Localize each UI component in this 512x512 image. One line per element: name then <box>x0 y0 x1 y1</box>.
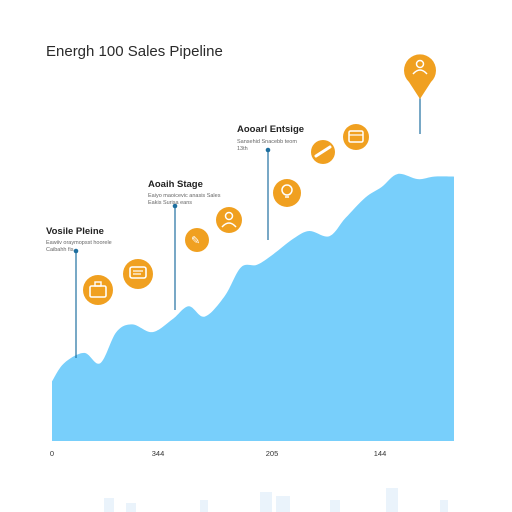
user-icon <box>216 207 242 233</box>
briefcase-icon <box>83 275 113 305</box>
pipeline-area <box>52 173 454 442</box>
chart-title: Energh 100 Sales Pipeline <box>46 43 223 60</box>
wallet-icon <box>343 124 369 150</box>
x-tick-label: 0 <box>50 449 54 458</box>
stage-dot <box>73 248 79 254</box>
stage-subtitle: Eawiiv oraymopsst hoorele <box>46 240 112 246</box>
stage-title: Aooarl Entsige <box>237 124 304 135</box>
chat-icon <box>123 259 153 289</box>
handshake-icon <box>311 140 335 164</box>
stage-subtitle: Caibahh fis <box>46 247 74 253</box>
stage-marker: Aoaih Stage Eaiyo maoicevic anasis Sales… <box>148 179 221 310</box>
stage-title: Vosile Pleine <box>46 226 104 237</box>
x-tick-label: 344 <box>152 449 165 458</box>
background-silhouettes <box>104 488 448 512</box>
user-pin-icon <box>404 54 436 134</box>
stage-subtitle: Eakis Surisa eans <box>148 200 192 206</box>
stage-marker: Aooarl Entsige Sansehid Snacebb teom 13t… <box>237 124 304 240</box>
stage-subtitle: Eaiyo maoicevic anasis Sales <box>148 193 221 199</box>
stage-title: Aoaih Stage <box>148 179 203 190</box>
stage-subtitle: 13th <box>237 146 248 152</box>
stage-marker: Vosile Pleine Eawiiv oraymopsst hoorele … <box>46 226 112 358</box>
x-tick-label: 205 <box>266 449 279 458</box>
x-tick-label: 144 <box>374 449 387 458</box>
stage-dot <box>265 147 271 153</box>
stage-subtitle: Sansehid Snacebb teom <box>237 139 297 145</box>
stage-dot <box>172 203 178 209</box>
svg-text:✎: ✎ <box>191 234 200 247</box>
document-icon: ✎ <box>185 228 209 252</box>
lightbulb-icon <box>273 179 301 207</box>
